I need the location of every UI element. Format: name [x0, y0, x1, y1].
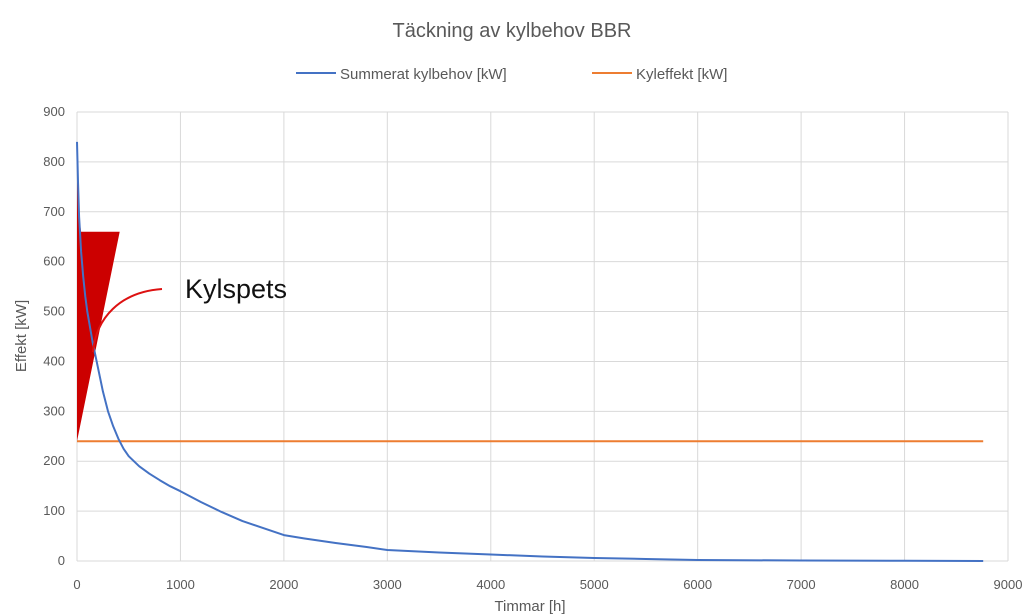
- chart-title: Täckning av kylbehov BBR: [392, 20, 631, 42]
- series-line-demand: [76, 141, 984, 562]
- x-tick-label-1: 1000: [166, 577, 195, 592]
- peak-area-layer: [77, 141, 120, 442]
- x-tick-label-6: 6000: [683, 577, 712, 592]
- y-tick-label-9: 900: [43, 104, 65, 119]
- series-layer: [76, 141, 984, 562]
- x-tick-label-4: 4000: [476, 577, 505, 592]
- annotation-arrow: [92, 288, 163, 353]
- x-tick-label-3: 3000: [373, 577, 402, 592]
- x-tick-label-8: 8000: [890, 577, 919, 592]
- x-tick-label-0: 0: [73, 577, 80, 592]
- y-axis-label: Effekt [kW]: [13, 300, 30, 372]
- peak-area: [77, 141, 120, 442]
- y-tick-label-5: 500: [43, 304, 65, 319]
- legend-label-capacity: Kyleffekt [kW]: [636, 66, 727, 83]
- legend-label-demand: Summerat kylbehov [kW]: [340, 66, 507, 83]
- x-tick-label-7: 7000: [787, 577, 816, 592]
- legend: Summerat kylbehov [kW] Kyleffekt [kW]: [296, 66, 727, 83]
- y-tick-label-3: 300: [43, 403, 65, 418]
- grid: [76, 111, 1009, 562]
- y-tick-label-8: 800: [43, 154, 65, 169]
- annotation-kylspets: Kylspets: [185, 274, 287, 304]
- x-axis-label: Timmar [h]: [494, 598, 565, 614]
- y-tick-label-6: 600: [43, 254, 65, 269]
- x-tick-label-5: 5000: [580, 577, 609, 592]
- y-tick-label-7: 700: [43, 204, 65, 219]
- y-tick-label-2: 200: [43, 453, 65, 468]
- y-tick-label-1: 100: [43, 503, 65, 518]
- y-tick-label-0: 0: [58, 553, 65, 568]
- y-tick-label-4: 400: [43, 353, 65, 368]
- x-tick-label-2: 2000: [269, 577, 298, 592]
- x-tick-label-9: 9000: [994, 577, 1023, 592]
